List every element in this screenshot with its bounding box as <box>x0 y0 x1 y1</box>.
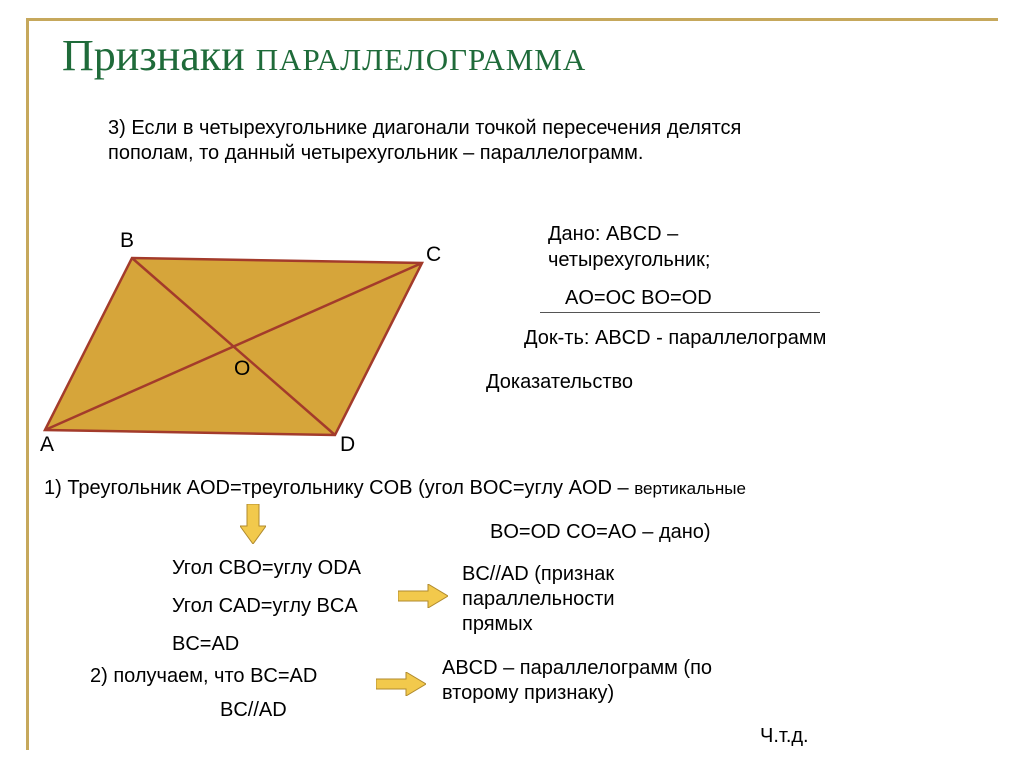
given-underline <box>540 312 820 313</box>
title-part1: Признаки <box>62 31 245 80</box>
step2-a: 2) получаем, что BC=AD <box>90 664 317 689</box>
theorem-text: 3) Если в четырехугольнике диагонали точ… <box>108 116 808 166</box>
vertex-c: C <box>426 242 441 268</box>
vertex-a: A <box>40 432 54 458</box>
proof-label: Доказательство <box>486 370 633 395</box>
arrow-right-icon <box>398 584 448 608</box>
arrow-down-icon <box>240 504 266 544</box>
step1-res2: Угол CAD=углу BCA <box>172 594 358 619</box>
arrow-right-icon-2 <box>376 672 426 696</box>
slide-title: Признаки параллелограмма <box>62 30 586 81</box>
step1-right: BC//AD (признак параллельности прямых <box>462 562 682 637</box>
vertex-o: O <box>234 356 250 382</box>
parallelogram-diagram <box>18 210 488 460</box>
step1-tail: вертикальные <box>634 479 746 498</box>
prove-text: Док-ть: ABCD - параллелограмм <box>524 326 826 351</box>
title-part2: параллелограмма <box>256 31 587 80</box>
step1-res3: BC=AD <box>172 632 239 657</box>
step2-b: BC//AD <box>220 698 287 723</box>
vertex-d: D <box>340 432 355 458</box>
given-line1: Дано: ABCD – <box>548 222 678 247</box>
step1-line2: BO=OD CO=AO – дано) <box>490 520 711 545</box>
step2-conclusion: ABCD – параллелограмм (по второму призна… <box>442 656 742 706</box>
step1-res1: Угол CBO=углу ODA <box>172 556 361 581</box>
qed: Ч.т.д. <box>760 724 809 749</box>
step1-main: 1) Треугольник AOD=треугольнику COB (уго… <box>44 477 629 499</box>
given-line2: четырехугольник; <box>548 248 710 273</box>
step1-text: 1) Треугольник AOD=треугольнику COB (уго… <box>44 476 746 501</box>
vertex-b: B <box>120 228 134 254</box>
given-line3: AO=OC BO=OD <box>565 286 712 311</box>
